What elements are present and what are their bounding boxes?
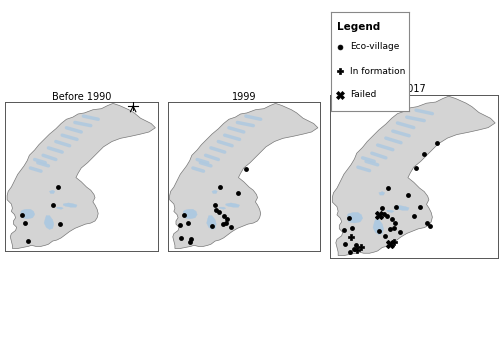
Polygon shape — [332, 96, 495, 256]
Text: Failed: Failed — [350, 90, 377, 99]
Title: Before 1990: Before 1990 — [52, 92, 111, 101]
Polygon shape — [394, 206, 409, 210]
Polygon shape — [379, 192, 384, 195]
Polygon shape — [7, 103, 156, 248]
Text: Legend: Legend — [337, 22, 380, 32]
Text: In formation: In formation — [350, 67, 406, 76]
Polygon shape — [184, 209, 197, 219]
Polygon shape — [212, 190, 218, 193]
Polygon shape — [373, 219, 384, 235]
Polygon shape — [44, 216, 54, 229]
Polygon shape — [220, 207, 226, 209]
Polygon shape — [348, 212, 362, 223]
Text: Eco-village: Eco-village — [350, 42, 400, 51]
Polygon shape — [21, 209, 34, 219]
Polygon shape — [170, 103, 318, 248]
Polygon shape — [50, 190, 55, 193]
Polygon shape — [226, 203, 239, 207]
Polygon shape — [206, 216, 216, 229]
Polygon shape — [387, 210, 394, 212]
Polygon shape — [63, 203, 77, 207]
Title: 2017: 2017 — [402, 84, 426, 94]
Title: 1999: 1999 — [232, 92, 256, 101]
Polygon shape — [57, 207, 63, 209]
